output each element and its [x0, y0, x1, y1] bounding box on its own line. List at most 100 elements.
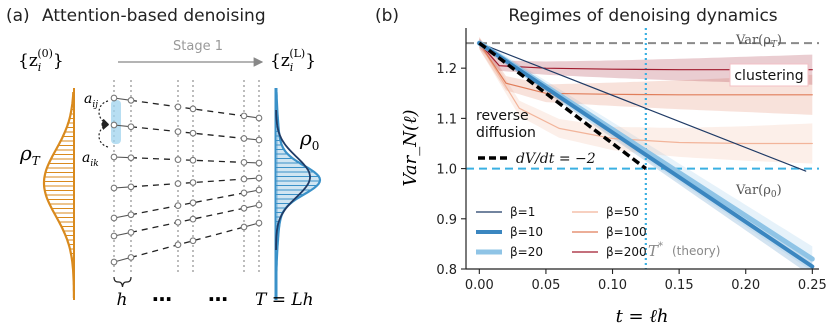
- legend-item: β=1: [476, 205, 535, 219]
- token-node: [127, 123, 135, 131]
- rho-t-label: ρT: [19, 141, 41, 168]
- token-trajectory: [110, 94, 263, 122]
- token-node: [127, 254, 135, 261]
- y-axis-label: Var_N(ℓ): [400, 110, 421, 187]
- stage-label: Stage 1: [173, 39, 223, 54]
- token-node: [255, 219, 263, 227]
- token-node: [255, 136, 263, 144]
- token-node: [110, 258, 118, 266]
- legend-label: β=200: [606, 245, 647, 259]
- token-node: [255, 186, 263, 194]
- token-node: [189, 199, 197, 207]
- token-node: [110, 214, 118, 222]
- series-line: [478, 42, 813, 145]
- dots-2: …: [208, 282, 228, 306]
- token-node: [127, 211, 135, 219]
- legend-item: β=10: [476, 225, 543, 239]
- token-node: [255, 174, 263, 182]
- token-node: [110, 121, 118, 129]
- reverse-label: reverse: [476, 108, 529, 124]
- token-node: [174, 103, 182, 111]
- token-node: [240, 175, 248, 183]
- token-node: [240, 189, 248, 197]
- token-node: [174, 202, 182, 209]
- token-node: [174, 241, 182, 249]
- token-trajectory: [110, 174, 263, 192]
- token-node: [110, 153, 118, 161]
- x-tick-label: 0.20: [731, 278, 760, 293]
- panel-b-title: Regimes of denoising dynamics: [508, 6, 777, 26]
- h-label: h: [117, 290, 128, 310]
- token-node: [174, 128, 182, 135]
- a-ij-label: aij: [84, 91, 98, 110]
- legend-item: β=100: [572, 225, 647, 239]
- series-band: [479, 37, 813, 164]
- token-node: [174, 180, 182, 187]
- series-line: [478, 42, 807, 172]
- legend-label: β=50: [606, 205, 639, 219]
- token-node: [110, 232, 118, 240]
- legend-label: β=100: [606, 225, 647, 239]
- series-band: [479, 38, 813, 85]
- token-node: [174, 156, 182, 163]
- token-node: [127, 183, 135, 191]
- panel-a: (a) Attention-based denoising Stage 1 {z…: [6, 6, 322, 310]
- legend-item: β=20: [476, 245, 543, 259]
- legend-item: β=50: [572, 205, 639, 219]
- clustering-box: [729, 63, 809, 87]
- dvdt-line: [478, 41, 647, 170]
- token-trajectories: [110, 94, 263, 266]
- y-tick-label: 1.1: [436, 112, 457, 127]
- clustering-label: clustering: [734, 68, 803, 84]
- token-trajectory: [110, 219, 263, 266]
- token-node: [255, 201, 263, 209]
- token-node: [240, 159, 248, 166]
- legend-label: β=1: [510, 205, 535, 219]
- set-right: {zi(L)}: [270, 47, 316, 74]
- rho-t-distribution: [42, 88, 75, 300]
- token-node: [240, 135, 248, 142]
- token-node: [127, 154, 135, 162]
- attention-arrow-ik: [98, 122, 110, 148]
- x-axis-label: t = ℓh: [616, 306, 669, 327]
- panel-a-label: (a): [6, 6, 30, 26]
- panel-b-label: (b): [375, 6, 399, 26]
- a-ik-label: aik: [82, 150, 99, 169]
- token-node: [127, 229, 135, 236]
- token-node: [189, 156, 197, 164]
- token-node: [255, 114, 263, 122]
- panel-b: (b) Regimes of denoising dynamics 0.00 0.…: [375, 6, 827, 327]
- token-node: [189, 129, 197, 137]
- token-node: [189, 215, 197, 223]
- token-trajectory: [110, 201, 263, 240]
- token-node: [240, 112, 248, 120]
- y-tick-label: 0.9: [436, 213, 457, 228]
- rho-0-label: ρ0: [299, 126, 319, 153]
- token-node: [174, 218, 182, 226]
- y-tick-label: 0.8: [436, 263, 457, 278]
- axis-ticks: 0.00 0.05 0.10 0.15 0.20 0.25 0.8 0.9 1.0 1.1 1.2: [436, 62, 827, 293]
- series-lines: [476, 40, 815, 269]
- theory-label: (theory): [672, 244, 720, 258]
- token-node: [127, 96, 135, 104]
- token-node: [189, 237, 197, 245]
- y-tick-label: 1.2: [436, 62, 457, 77]
- var-rho-0-annotation: Var(ρ0): [735, 183, 782, 200]
- legend-item: β=200: [572, 245, 647, 259]
- legend-label: β=20: [510, 245, 543, 259]
- token-node: [255, 159, 263, 167]
- token-node: [110, 94, 118, 102]
- y-tick-label: 1.0: [436, 163, 457, 178]
- attention-arrow-ij: [98, 100, 110, 126]
- series-line: [477, 41, 815, 269]
- dots-1: …: [152, 282, 172, 306]
- x-tick-label: 0.00: [465, 278, 494, 293]
- dvdt-label: dV/dt = −2: [516, 151, 596, 167]
- legend: β=1 β=10 β=20 β=50 β=100 β=200: [476, 205, 647, 259]
- token-node: [240, 204, 248, 212]
- x-tick-label: 0.15: [665, 278, 694, 293]
- x-tick-label: 0.05: [531, 278, 560, 293]
- token-trajectory: [110, 153, 263, 167]
- series-line: [478, 42, 813, 96]
